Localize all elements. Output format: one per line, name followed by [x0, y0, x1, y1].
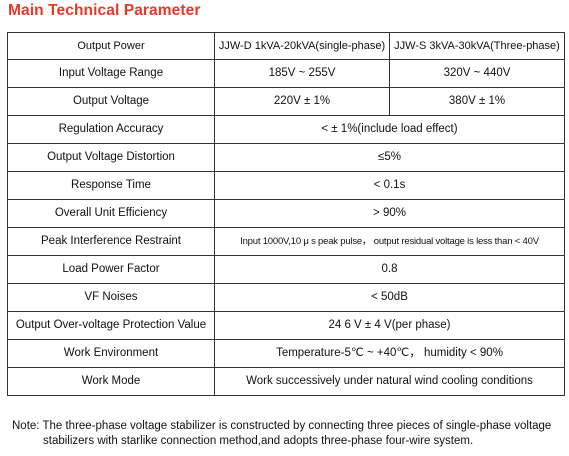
row-label: Output Over-voltage Protection Value — [7, 311, 215, 340]
row-label: Work Mode — [7, 367, 215, 396]
table-row: Input Voltage Range 185V ~ 255V 320V ~ 4… — [7, 59, 565, 88]
page-title: Main Technical Parameter — [8, 2, 201, 19]
row-value: < 50dB — [214, 283, 565, 312]
single-phase-value: 185V ~ 255V — [214, 59, 390, 88]
row-value: > 90% — [214, 199, 565, 228]
table-row: Output Over-voltage Protection Value 24 … — [7, 311, 565, 340]
three-phase-value: 380V ± 1% — [389, 87, 565, 116]
table-row: VF Noises < 50dB — [7, 283, 565, 312]
table-row: Peak Interference Restraint Input 1000V,… — [7, 227, 565, 256]
table-row: Overall Unit Efficiency > 90% — [7, 199, 565, 228]
footnote-line-2: stabilizers with starlike connection met… — [43, 435, 474, 447]
footnote: Note: The three-phase voltage stabilizer… — [12, 419, 566, 449]
three-phase-value: 320V ~ 440V — [389, 59, 565, 88]
row-value: Work successively under natural wind coo… — [214, 367, 565, 396]
row-value: Temperature-5℃ ~ +40℃， humidity < 90% — [214, 339, 565, 368]
row-value: 0.8 — [214, 255, 565, 284]
row-label: Output Voltage Distortion — [7, 143, 215, 172]
table-row: Load Power Factor 0.8 — [7, 255, 565, 284]
three-phase-header: JJW-S 3kVA-30kVA(Three-phase) — [389, 32, 565, 60]
table-row: Output Voltage 220V ± 1% 380V ± 1% — [7, 87, 565, 116]
row-label: Peak Interference Restraint — [7, 227, 215, 256]
row-label: Overall Unit Efficiency — [7, 199, 215, 228]
single-phase-value: 220V ± 1% — [214, 87, 390, 116]
row-label: Load Power Factor — [7, 255, 215, 284]
row-label: Work Environment — [7, 339, 215, 368]
row-label: Response Time — [7, 171, 215, 200]
table-row-output-power: Output Power JJW-D 1kVA-20kVA(single-pha… — [7, 32, 565, 60]
row-label: Input Voltage Range — [7, 59, 215, 88]
table-row: Output Voltage Distortion ≤5% — [7, 143, 565, 172]
row-label: Regulation Accuracy — [7, 115, 215, 144]
table-row: Regulation Accuracy < ± 1%(include load … — [7, 115, 565, 144]
row-value: Input 1000V,10 μ s peak pulse， output re… — [214, 227, 565, 256]
row-value: < 0.1s — [214, 171, 565, 200]
row-value: < ± 1%(include load effect) — [214, 115, 565, 144]
technical-parameter-table: Output Power JJW-D 1kVA-20kVA(single-pha… — [7, 32, 565, 396]
row-label: Output Voltage — [7, 87, 215, 116]
table-row: Work Environment Temperature-5℃ ~ +40℃， … — [7, 339, 565, 368]
row-value: ≤5% — [214, 143, 565, 172]
row-label: VF Noises — [7, 283, 215, 312]
single-phase-header: JJW-D 1kVA-20kVA(single-phase) — [214, 32, 390, 60]
table-row: Response Time < 0.1s — [7, 171, 565, 200]
table-row: Work Mode Work successively under natura… — [7, 367, 565, 396]
row-label: Output Power — [7, 32, 215, 60]
footnote-line-1: Note: The three-phase voltage stabilizer… — [12, 420, 552, 432]
row-value: 24 6 V ± 4 V(per phase) — [214, 311, 565, 340]
